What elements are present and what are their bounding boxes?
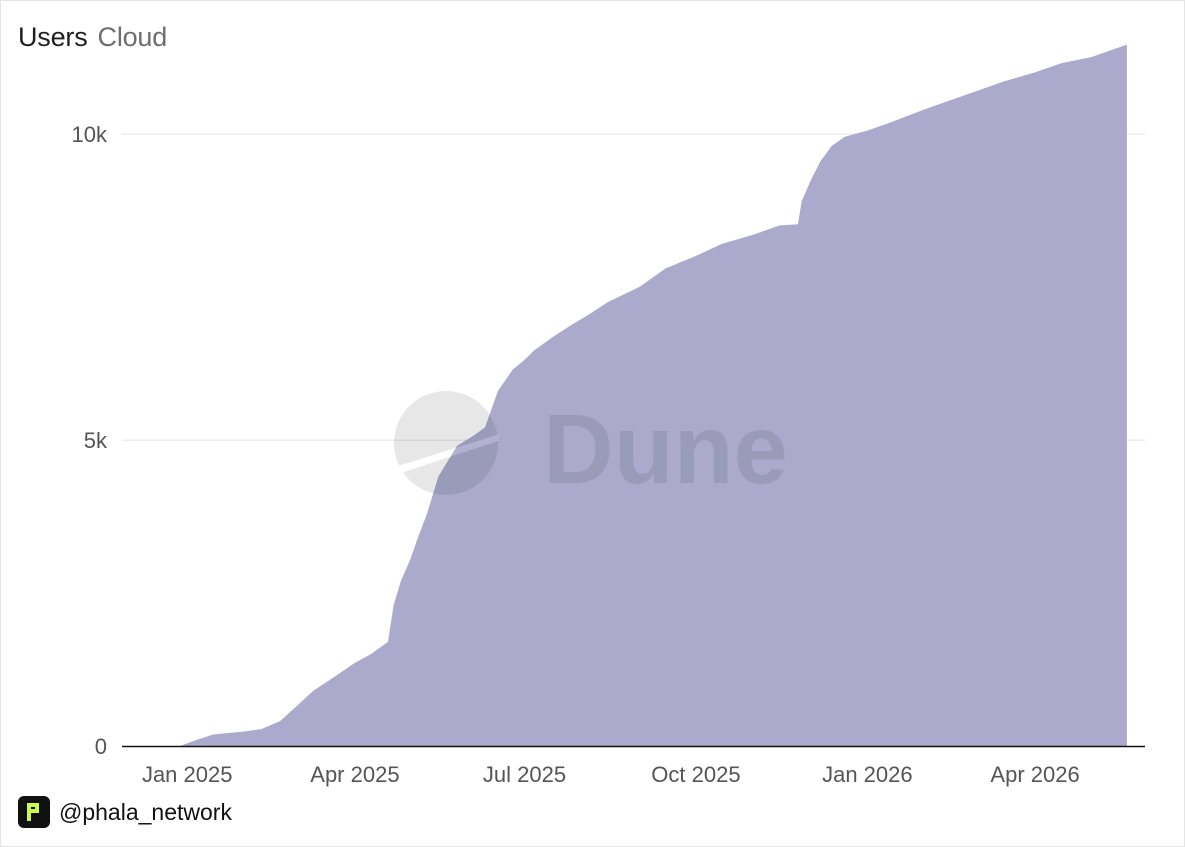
x-tick-label: Oct 2025 [651,762,740,787]
x-tick-label: Apr 2025 [310,762,399,787]
footer-attribution: @phala_network [18,796,232,828]
y-tick-label: 0 [95,734,107,759]
area-series [181,44,1127,747]
x-tick-label: Jul 2025 [483,762,566,787]
y-axis-labels: 0 5k 10k [72,122,108,759]
y-tick-label: 10k [72,122,108,147]
watermark-text: Dune [543,394,788,504]
x-tick-label: Jan 2026 [822,762,913,787]
dune-watermark: Dune [394,391,788,504]
x-tick-label: Apr 2026 [990,762,1079,787]
x-axis-labels: Jan 2025 Apr 2025 Jul 2025 Oct 2025 Jan 2026… [142,762,1080,787]
dune-logo-stripe [398,434,500,473]
chart-subtitle: Cloud [97,22,168,52]
chart-header: Users Cloud [18,22,167,53]
y-tick-label: 5k [84,428,108,453]
dune-logo-icon [394,391,498,495]
chart-title: Users [18,22,88,52]
author-handle: @phala_network [59,798,232,825]
area-series-0 [181,44,1127,747]
phala-logo-icon [18,796,50,828]
x-tick-label: Jan 2025 [142,762,233,787]
